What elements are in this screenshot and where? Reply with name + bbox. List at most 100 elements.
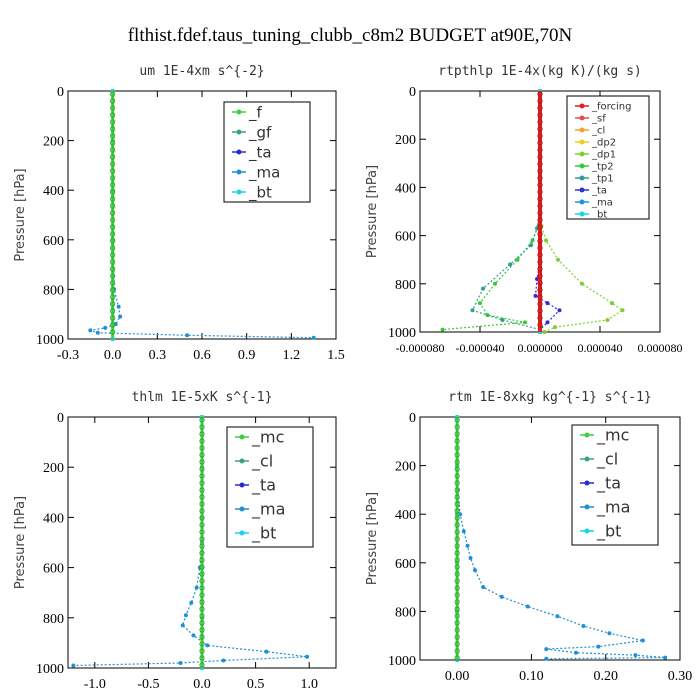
legend-item: _ma	[575, 198, 613, 209]
data-point	[95, 330, 100, 335]
zero-line-marker	[199, 515, 205, 521]
x-tick-label: 0.0	[104, 348, 122, 363]
data-point	[481, 286, 485, 291]
data-point	[605, 317, 610, 322]
legend: _mc _cl _ta _ma _bt	[571, 424, 659, 546]
data-point	[529, 243, 533, 248]
zero-line-marker	[199, 466, 205, 472]
x-tick-label: 0.30	[668, 669, 693, 684]
zero-line-marker	[537, 224, 543, 230]
series-line	[456, 416, 666, 660]
zero-line-marker	[110, 196, 116, 202]
y-axis-label: Pressure [hPa]	[365, 165, 380, 258]
data-point	[191, 633, 196, 638]
data-point	[607, 631, 612, 636]
data-point	[118, 314, 123, 319]
series-ta	[533, 89, 562, 332]
zero-line-marker	[537, 91, 543, 97]
legend-label: _ma	[591, 198, 613, 209]
legend-item: _ma	[580, 498, 630, 518]
zero-line-marker	[110, 168, 116, 174]
data-point	[194, 585, 199, 590]
legend-marker	[579, 163, 585, 169]
data-point	[544, 656, 549, 661]
x-tick-label: 0.000000	[518, 341, 563, 355]
zero-line-marker	[454, 466, 460, 472]
legend-marker	[239, 434, 245, 440]
zero-line-marker	[110, 238, 116, 244]
data-point	[499, 594, 504, 599]
zero-line-marker	[454, 564, 460, 570]
legend-marker	[239, 458, 245, 464]
data-point	[478, 301, 482, 306]
y-tick-label: 1000	[36, 662, 64, 677]
legend-item: _bt	[580, 522, 621, 542]
zero-line-marker	[199, 529, 205, 535]
data-point	[544, 647, 549, 652]
y-tick-label: 200	[395, 133, 416, 148]
data-point	[88, 328, 93, 333]
data-point	[311, 335, 316, 340]
legend-label: _sf	[591, 114, 606, 125]
legend-label: _bt	[248, 183, 272, 202]
zero-line-marker	[199, 627, 205, 633]
data-point	[640, 638, 645, 643]
zero-line-marker	[110, 224, 116, 230]
zero-line-marker	[537, 273, 543, 279]
zero-line-marker	[110, 154, 116, 160]
legend-marker	[236, 189, 242, 195]
legend-label: _cl	[596, 450, 618, 470]
y-tick-label: 200	[43, 135, 64, 150]
x-tick-label: 0.5	[247, 677, 265, 692]
y-tick-label: 1000	[388, 326, 416, 341]
zero-line-marker	[537, 154, 543, 160]
legend-label: _ma	[596, 498, 630, 518]
zero-line-marker	[199, 494, 205, 500]
zero-line-marker	[454, 634, 460, 640]
zero-line-marker	[537, 210, 543, 216]
zero-line-marker	[454, 508, 460, 514]
legend-label: _tp1	[591, 174, 614, 185]
zero-line-marker	[110, 273, 116, 279]
zero-line-marker	[199, 452, 205, 458]
y-tick-label: 400	[395, 508, 416, 523]
zero-line-marker	[110, 329, 116, 335]
legend-marker	[579, 115, 585, 121]
y-tick-label: 600	[395, 230, 416, 245]
zero-line-markers	[537, 91, 543, 332]
zero-line-marker	[110, 231, 116, 237]
y-tick-label: 400	[43, 511, 64, 526]
data-point	[468, 555, 473, 560]
zero-line-marker	[199, 634, 205, 640]
zero-line-marker	[454, 557, 460, 563]
legend-marker	[239, 530, 245, 536]
legend-label: _ta	[251, 476, 276, 496]
legend-label: _f	[248, 103, 263, 122]
legend-label: _ma	[248, 163, 280, 182]
panel-title: rtm 1E-8xkg kg^{-1} s^{-1}	[448, 390, 652, 405]
zero-line-marker	[110, 210, 116, 216]
legend-marker	[584, 504, 590, 510]
data-point	[178, 660, 183, 665]
zero-line-marker	[110, 259, 116, 265]
legend-item: _f	[232, 103, 263, 122]
data-point	[264, 649, 269, 654]
x-tick-label: 1.2	[283, 348, 301, 363]
y-tick-label: 600	[43, 234, 64, 249]
legend-item: _gf	[232, 123, 272, 142]
zero-line-marker	[199, 648, 205, 654]
zero-line-marker	[110, 140, 116, 146]
data-point	[633, 653, 638, 658]
data-point	[461, 529, 466, 534]
data-point	[545, 320, 550, 325]
legend-marker	[236, 169, 242, 175]
zero-line-marker	[537, 315, 543, 321]
zero-line-marker	[537, 105, 543, 111]
zero-line-marker	[199, 550, 205, 556]
y-tick-label: 0	[409, 85, 416, 100]
zero-line-marker	[199, 620, 205, 626]
panel-title: thlm 1E-5xK s^{-1}	[132, 390, 273, 405]
zero-line-marker	[537, 196, 543, 202]
zero-line-marker	[454, 613, 460, 619]
legend-label: _bt	[596, 522, 621, 542]
